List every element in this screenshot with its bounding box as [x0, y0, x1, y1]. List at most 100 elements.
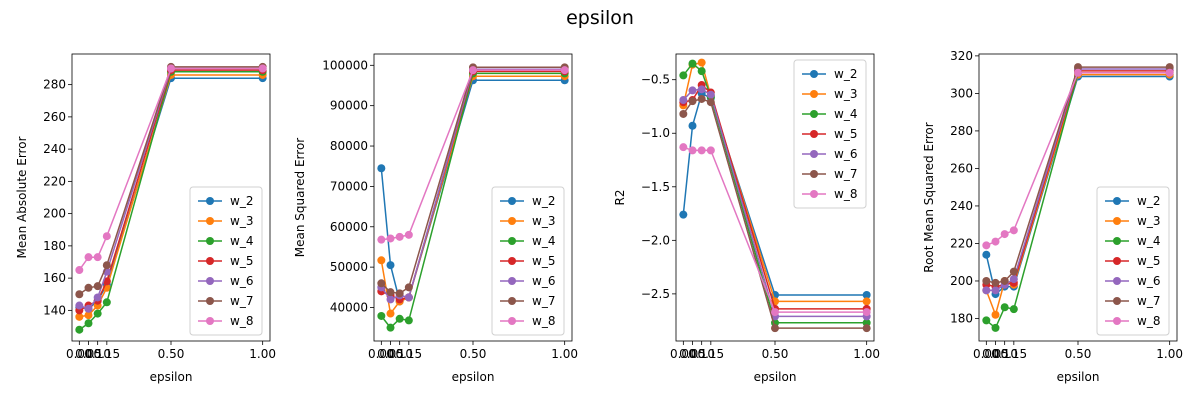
- legend-marker-w_7: [206, 297, 214, 305]
- data-point-w_8: [93, 253, 102, 262]
- y-tick-label: 200: [950, 274, 973, 288]
- data-point-w_4: [697, 67, 706, 76]
- data-point-w_8: [469, 66, 477, 75]
- data-point-w_8: [75, 266, 84, 275]
- legend: w_2 w_3 w_4 w_5 w_6 w_7 w_8: [1096, 186, 1170, 336]
- data-point-w_6: [75, 301, 84, 310]
- legend-label-w_4: w_4: [230, 234, 253, 248]
- y-axis-label: Mean Absolute Error: [15, 136, 29, 258]
- data-point-w_6: [982, 286, 991, 295]
- legend-marker-w_3: [508, 217, 516, 225]
- y-tick-label: 280: [950, 124, 973, 138]
- legend-label-w_7: w_7: [230, 294, 253, 308]
- data-point-w_3: [697, 58, 706, 67]
- x-tick-label: 0.50: [1065, 347, 1092, 361]
- legend-marker-w_4: [810, 110, 818, 118]
- y-tick-label: 220: [950, 236, 973, 250]
- legend-marker-w_2: [206, 197, 214, 205]
- legend-label-w_8: w_8: [834, 187, 857, 201]
- y-tick-label: −1.0: [641, 126, 670, 140]
- legend-label-w_7: w_7: [1137, 294, 1160, 308]
- chart-panel-3: 0.000.050.100.15 0.50 1.00 −2.5 −2.0 −1.5 −1.0…: [613, 53, 880, 384]
- x-tick-label: 0.10: [688, 347, 715, 361]
- legend-label-w_3: w_3: [1137, 214, 1160, 228]
- data-point-w_7: [386, 288, 395, 297]
- y-tick-label: 140: [43, 303, 66, 317]
- x-tick-label: 0.05: [982, 347, 1009, 361]
- legend-marker-w_7: [810, 170, 818, 178]
- legend-marker-w_2: [810, 70, 818, 78]
- y-tick-label: 60000: [330, 220, 368, 234]
- data-point-w_6: [84, 304, 93, 313]
- figure-title: epsilon: [566, 7, 634, 29]
- data-point-w_7: [991, 278, 1000, 287]
- x-tick-label: 0.00: [368, 347, 395, 361]
- legend-label-w_5: w_5: [1137, 254, 1160, 268]
- series-line-w_3: [682, 61, 867, 303]
- x-tick-label: 0.10: [84, 347, 111, 361]
- x-tick-label: 0.00: [66, 347, 93, 361]
- data-point-w_3: [991, 310, 1000, 319]
- chart-panel-1: 0.000.050.100.15 0.50 1.00 140 160 180 200 220 2…: [15, 53, 276, 384]
- legend-label-w_5: w_5: [834, 127, 857, 141]
- data-point-w_2: [688, 121, 697, 130]
- data-point-w_8: [862, 308, 871, 317]
- y-tick-label: 70000: [330, 179, 368, 193]
- chart-panel-2: 0.000.050.100.15 0.50 1.00 40000 50000 60000 7…: [293, 53, 578, 384]
- data-point-w_2: [679, 210, 688, 219]
- data-point-w_8: [1009, 226, 1018, 235]
- data-point-w_7: [1009, 267, 1018, 276]
- data-point-w_8: [1074, 68, 1082, 77]
- x-tick-label: 0.15: [697, 347, 724, 361]
- data-point-w_3: [862, 297, 871, 306]
- legend-marker-w_2: [508, 197, 516, 205]
- legend-marker-w_4: [206, 237, 214, 245]
- data-point-w_6: [991, 286, 1000, 295]
- data-point-w_4: [1009, 305, 1018, 314]
- x-tick-label: 0.50: [762, 347, 789, 361]
- y-tick-label: 50000: [330, 260, 368, 274]
- data-point-w_4: [982, 316, 991, 325]
- data-point-w_6: [706, 90, 715, 99]
- legend-label-w_2: w_2: [1137, 194, 1160, 208]
- x-tick-label: 0.05: [679, 347, 706, 361]
- legend-label-w_7: w_7: [532, 294, 555, 308]
- data-point-w_6: [93, 293, 102, 302]
- legend-label-w_6: w_6: [230, 274, 253, 288]
- data-point-w_8: [404, 230, 413, 239]
- x-tick-label: 0.15: [1000, 347, 1027, 361]
- y-tick-label: 200: [43, 207, 66, 221]
- data-point-w_7: [404, 283, 413, 292]
- data-point-w_7: [1000, 276, 1009, 285]
- y-tick-label: 90000: [330, 99, 368, 113]
- x-tick-label: 0.50: [460, 347, 487, 361]
- legend-label-w_5: w_5: [230, 254, 253, 268]
- y-tick-label: 240: [43, 142, 66, 156]
- data-point-w_4: [93, 309, 102, 318]
- data-point-w_6: [1009, 275, 1018, 284]
- legend-marker-w_3: [206, 217, 214, 225]
- data-point-w_8: [102, 232, 111, 241]
- legend-label-w_3: w_3: [532, 214, 555, 228]
- y-tick-label: −2.5: [641, 287, 670, 301]
- legend-marker-w_5: [1113, 257, 1121, 265]
- y-tick-label: −2.0: [641, 233, 670, 247]
- data-point-w_8: [982, 241, 991, 250]
- y-tick-label: 40000: [330, 300, 368, 314]
- data-point-w_8: [386, 234, 395, 243]
- y-tick-label: −0.5: [641, 73, 670, 87]
- legend-marker-w_6: [508, 277, 516, 285]
- data-point-w_8: [395, 232, 404, 241]
- data-point-w_7: [706, 98, 715, 107]
- legend: w_2 w_3 w_4 w_5 w_6 w_7 w_8: [491, 186, 565, 336]
- legend-label-w_6: w_6: [1137, 274, 1160, 288]
- legend-label-w_7: w_7: [834, 167, 857, 181]
- series-line-w_3: [985, 73, 1170, 318]
- legend-label-w_4: w_4: [532, 234, 555, 248]
- y-tick-label: 260: [43, 110, 66, 124]
- data-point-w_8: [706, 146, 715, 155]
- y-tick-label: 240: [950, 199, 973, 213]
- data-point-w_3: [84, 311, 93, 320]
- legend-marker-w_5: [206, 257, 214, 265]
- legend-label-w_2: w_2: [230, 194, 253, 208]
